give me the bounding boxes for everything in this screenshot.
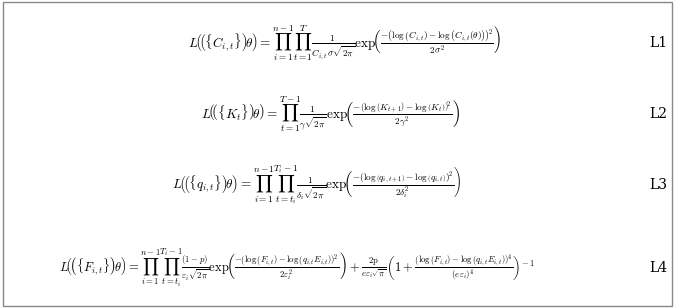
Text: $L\!\left(\!\left(\{F_{i,t}\}\right)\!\theta\right) = \prod_{i=1}^{n-1}\prod_{t=: $L\!\left(\!\left(\{F_{i,t}\}\right)\!\t… xyxy=(59,247,535,289)
Text: L4: L4 xyxy=(649,261,667,275)
Text: L2: L2 xyxy=(649,107,667,121)
Text: $L\!\left(\!\left(\{q_{i,t}\}\right)\!\theta\right) = \prod_{i=1}^{n-1}\prod_{t=: $L\!\left(\!\left(\{q_{i,t}\}\right)\!\t… xyxy=(172,164,462,206)
FancyBboxPatch shape xyxy=(3,2,672,306)
Text: L3: L3 xyxy=(649,178,667,192)
Text: $L\!\left(\!\left(\{K_{t}\}\right)\!\theta\right) = \prod_{t=1}^{T-1} \frac{1}{\: $L\!\left(\!\left(\{K_{t}\}\right)\!\the… xyxy=(201,94,460,134)
Text: L1: L1 xyxy=(649,36,667,50)
Text: $L\!\left(\!\left(\{C_{i,t}\}\right)\!\theta\right) = \prod_{i=1}^{n-1}\prod_{t=: $L\!\left(\!\left(\{C_{i,t}\}\right)\!\t… xyxy=(188,23,501,63)
